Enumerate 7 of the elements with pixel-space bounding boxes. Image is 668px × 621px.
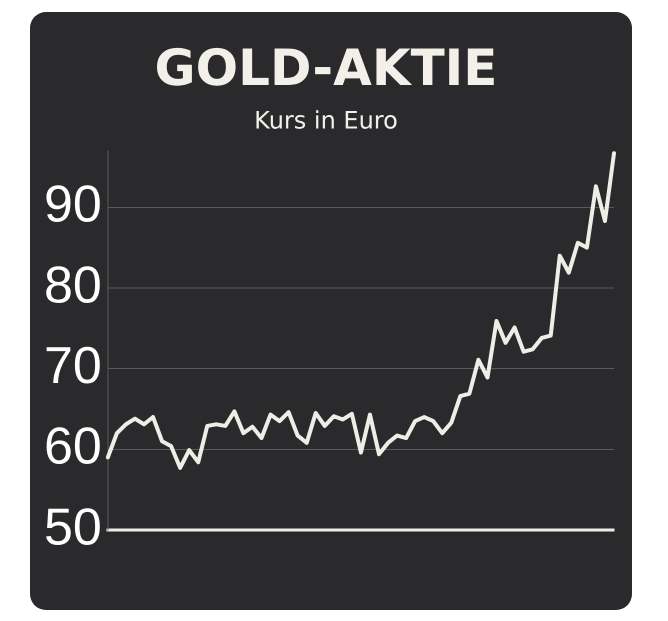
chart-subtitle: Kurs in Euro [254, 106, 398, 135]
y-tick-label: 60 [44, 418, 102, 476]
y-tick-label: 90 [44, 176, 102, 234]
y-tick-label: 50 [44, 498, 102, 556]
chart-title: GOLD-AKTIE [154, 38, 498, 97]
y-tick-label: 80 [44, 256, 102, 314]
y-tick-label: 70 [44, 336, 102, 395]
